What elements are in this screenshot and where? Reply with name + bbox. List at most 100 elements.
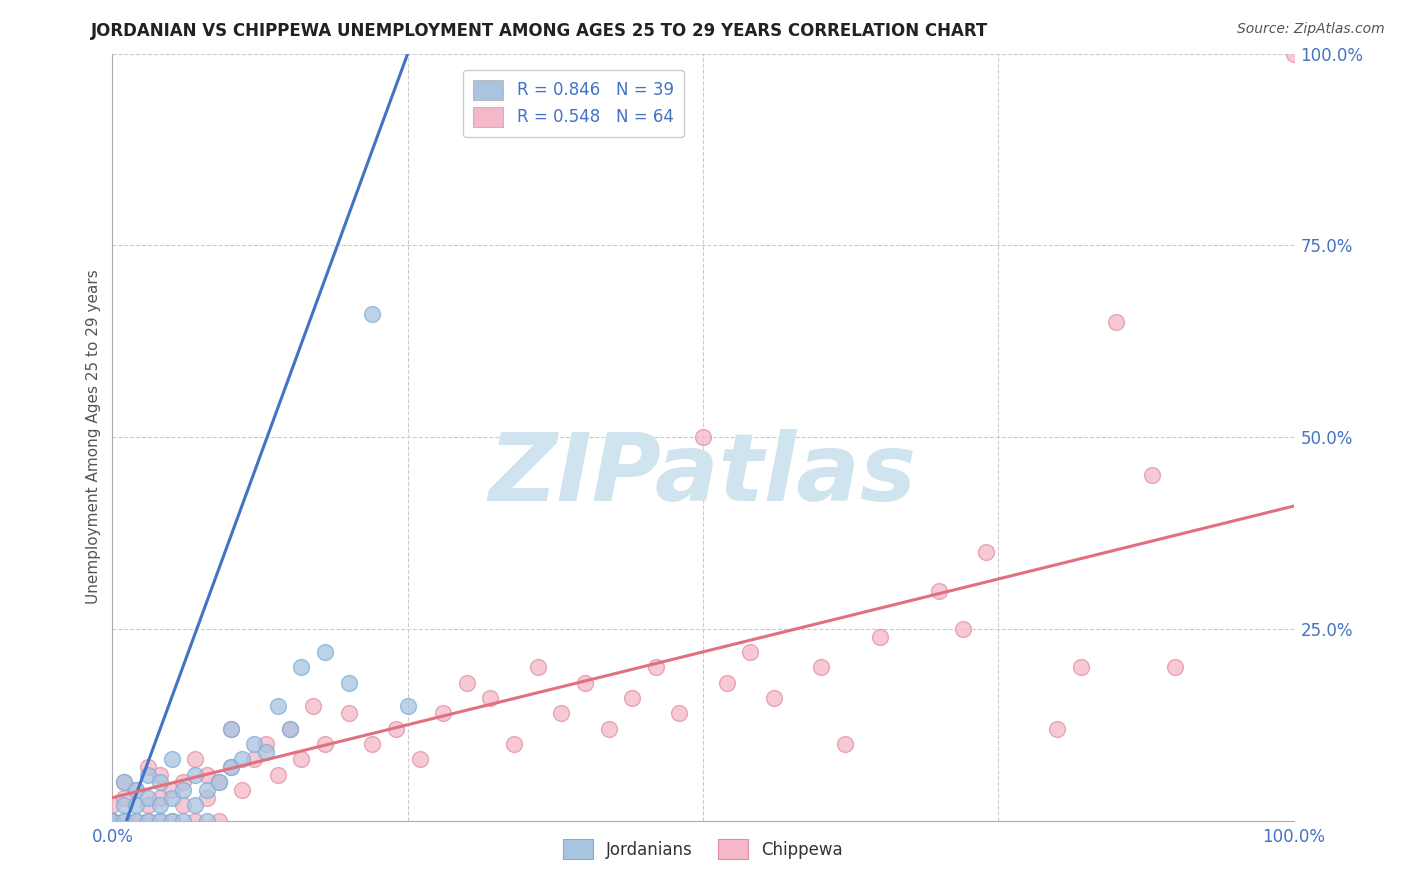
Point	[136, 814, 159, 828]
Point	[810, 660, 832, 674]
Point	[526, 660, 548, 674]
Point	[231, 752, 253, 766]
Point	[172, 775, 194, 789]
Point	[644, 660, 666, 674]
Point	[314, 645, 336, 659]
Y-axis label: Unemployment Among Ages 25 to 29 years: Unemployment Among Ages 25 to 29 years	[86, 269, 101, 605]
Point	[1164, 660, 1187, 674]
Point	[219, 722, 242, 736]
Point	[267, 767, 290, 781]
Point	[101, 798, 124, 813]
Point	[1105, 315, 1128, 329]
Point	[456, 675, 478, 690]
Point	[208, 775, 231, 789]
Point	[834, 737, 856, 751]
Point	[503, 737, 526, 751]
Point	[290, 752, 312, 766]
Point	[195, 767, 218, 781]
Point	[243, 752, 266, 766]
Point	[125, 783, 148, 797]
Point	[550, 706, 572, 721]
Point	[101, 814, 124, 828]
Point	[408, 752, 430, 766]
Point	[208, 775, 231, 789]
Point	[136, 814, 159, 828]
Point	[692, 430, 714, 444]
Point	[278, 722, 301, 736]
Point	[149, 798, 172, 813]
Point	[337, 706, 360, 721]
Point	[149, 814, 172, 828]
Point	[112, 790, 135, 805]
Point	[101, 814, 124, 828]
Point	[160, 783, 183, 797]
Point	[243, 737, 266, 751]
Point	[740, 645, 762, 659]
Point	[1070, 660, 1092, 674]
Point	[267, 698, 290, 713]
Point	[716, 675, 738, 690]
Point	[149, 775, 172, 789]
Point	[101, 814, 124, 828]
Point	[231, 783, 253, 797]
Point	[101, 814, 124, 828]
Point	[136, 760, 159, 774]
Text: Source: ZipAtlas.com: Source: ZipAtlas.com	[1237, 22, 1385, 37]
Point	[219, 722, 242, 736]
Point	[160, 814, 183, 828]
Point	[149, 790, 172, 805]
Point	[361, 737, 384, 751]
Point	[219, 760, 242, 774]
Point	[928, 583, 950, 598]
Point	[598, 722, 620, 736]
Point	[112, 775, 135, 789]
Point	[160, 814, 183, 828]
Point	[762, 690, 785, 705]
Point	[160, 752, 183, 766]
Point	[290, 660, 312, 674]
Point	[385, 722, 408, 736]
Point	[361, 307, 384, 321]
Point	[125, 798, 148, 813]
Point	[136, 767, 159, 781]
Point	[302, 698, 325, 713]
Text: ZIPatlas: ZIPatlas	[489, 429, 917, 522]
Point	[1140, 468, 1163, 483]
Point	[195, 790, 218, 805]
Point	[254, 745, 277, 759]
Point	[172, 783, 194, 797]
Point	[432, 706, 454, 721]
Point	[1046, 722, 1069, 736]
Point	[136, 790, 159, 805]
Point	[195, 783, 218, 797]
Text: JORDANIAN VS CHIPPEWA UNEMPLOYMENT AMONG AGES 25 TO 29 YEARS CORRELATION CHART: JORDANIAN VS CHIPPEWA UNEMPLOYMENT AMONG…	[91, 22, 988, 40]
Point	[112, 798, 135, 813]
Point	[136, 798, 159, 813]
Point	[396, 698, 419, 713]
Point	[101, 814, 124, 828]
Point	[125, 814, 148, 828]
Point	[574, 675, 596, 690]
Point	[184, 767, 207, 781]
Point	[208, 814, 231, 828]
Point	[160, 790, 183, 805]
Point	[112, 814, 135, 828]
Point	[621, 690, 644, 705]
Point	[184, 814, 207, 828]
Point	[125, 783, 148, 797]
Point	[314, 737, 336, 751]
Point	[149, 767, 172, 781]
Point	[195, 814, 218, 828]
Point	[219, 760, 242, 774]
Point	[952, 622, 974, 636]
Point	[278, 722, 301, 736]
Point	[337, 675, 360, 690]
Point	[869, 630, 891, 644]
Legend: Jordanians, Chippewa: Jordanians, Chippewa	[557, 832, 849, 866]
Point	[479, 690, 502, 705]
Point	[101, 814, 124, 828]
Point	[1282, 46, 1305, 61]
Point	[668, 706, 690, 721]
Point	[254, 737, 277, 751]
Point	[172, 814, 194, 828]
